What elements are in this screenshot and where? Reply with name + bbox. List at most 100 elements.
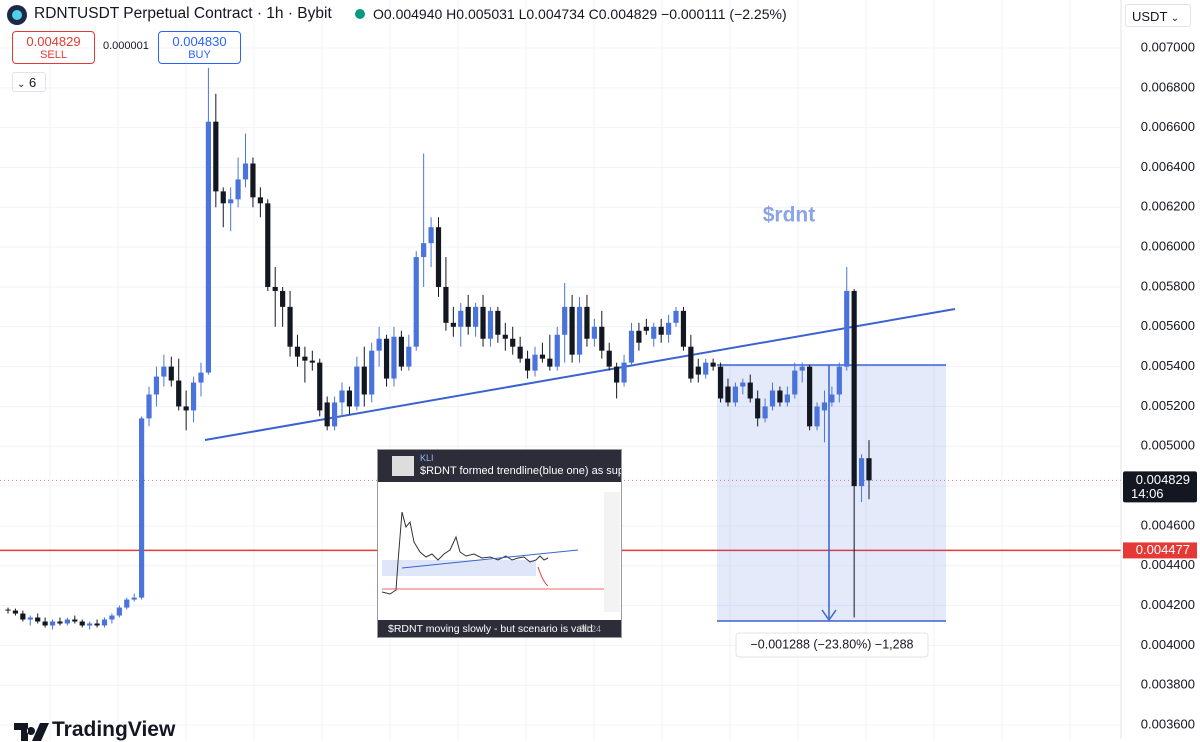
candle-body [858,458,865,487]
candle-body [383,338,390,379]
candle-body [851,290,857,487]
candle-body [376,338,382,351]
y-tick-label: 0.005600 [1141,318,1195,333]
y-tick-label: 0.003600 [1141,716,1195,731]
candle-body [717,366,724,399]
candle-body [109,615,115,620]
y-tick-label: 0.006600 [1141,119,1195,134]
candle-body [354,366,360,407]
indicators-toggle[interactable]: ⌄ 6 [12,72,46,92]
brand-logo [14,723,49,741]
candle-body [829,394,835,403]
candle-body [153,376,160,395]
buy-price: 0.004830 [172,34,227,49]
candle-body [688,346,694,379]
candle-body [554,334,560,367]
candle-body [651,326,657,339]
y-tick-label: 0.004400 [1141,557,1195,572]
candle-body [398,336,404,367]
candle-body [821,402,828,411]
candle-body [799,366,805,371]
candle-body [331,402,338,427]
candle-body [769,390,776,407]
candle-body [87,623,93,626]
candle-body [94,623,100,626]
candle-body [302,356,308,361]
y-tick-label: 0.007000 [1141,39,1195,54]
candle-body [176,380,182,407]
candle-body [495,310,501,335]
buy-button[interactable]: 0.004830 BUY [158,31,241,64]
trendline [204,308,956,441]
candle-body [265,203,271,287]
candle-body [272,286,278,291]
candle-body [346,390,353,407]
candle-body [64,619,70,624]
currency-selector[interactable]: USDT ⌄ [1125,4,1191,27]
candle-body [658,326,664,335]
candle-body [673,310,679,323]
candle-body [755,398,761,419]
candle-body [280,290,286,307]
candle-body [777,390,783,403]
market-status-dot [355,9,365,19]
indicators-count: 6 [29,75,37,90]
y-tick-label: 0.004200 [1141,597,1195,612]
sell-label: SELL [40,49,67,61]
sell-price: 0.004829 [26,34,81,49]
y-tick-label: 0.004000 [1141,637,1195,652]
y-tick-label: 0.006200 [1141,199,1195,214]
candle-body [435,227,442,287]
candle-body [12,610,19,614]
candle-body [361,366,367,395]
annotation: $rdnt [763,204,816,227]
inset-chart [381,492,620,612]
candle-body [421,243,427,258]
candle-body [428,227,434,244]
candle-body [569,306,575,355]
candle-body [740,382,746,387]
candle-body [406,346,412,367]
candle-body [844,290,850,367]
ohlc-legend: O0.004940 H0.005031 L0.004734 C0.004829 … [373,6,787,22]
candle-body [101,619,108,626]
candle-body [465,306,471,327]
candle-body [487,310,494,339]
candle-body [473,306,479,327]
inset-headline: $RDNT formed trendline(blue one) as supp… [420,465,621,477]
coin-logo [7,5,27,25]
candle-body [139,418,145,598]
inset-author: KLI [420,453,434,463]
candle-body [294,346,301,357]
sell-button[interactable]: 0.004829 SELL [12,31,95,64]
candle-body [517,346,523,359]
candle-body [49,621,56,626]
candle-body [814,406,820,427]
inset-post: KLI $RDNT formed trendline(blue one) as … [377,449,622,638]
candle-body [57,621,63,624]
candle-body [628,330,635,363]
y-tick-label: 0.006800 [1141,79,1195,94]
candle-body [576,306,583,355]
candle-body [205,121,212,373]
candle-body [20,613,26,620]
y-tick-label: 0.005400 [1141,358,1195,373]
candle-body [317,362,323,411]
candle-body [458,310,464,327]
y-tick-label: 0.005800 [1141,278,1195,293]
candle-body [124,599,130,608]
inset-header: KLI $RDNT formed trendline(blue one) as … [378,450,621,482]
candle-body [369,350,375,395]
candle-body [510,338,516,347]
candle-body [591,326,597,339]
inset-time: 20:24 [578,624,601,634]
candle-body [443,286,449,323]
y-tick-label: 0.006400 [1141,159,1195,174]
inset-caption: $RDNT moving slowly - but scenario is va… [388,623,593,635]
candle-body [228,199,234,204]
candle-body [762,406,768,419]
candle-body [257,197,263,204]
candle-body [524,358,531,371]
candle-body [480,306,486,339]
